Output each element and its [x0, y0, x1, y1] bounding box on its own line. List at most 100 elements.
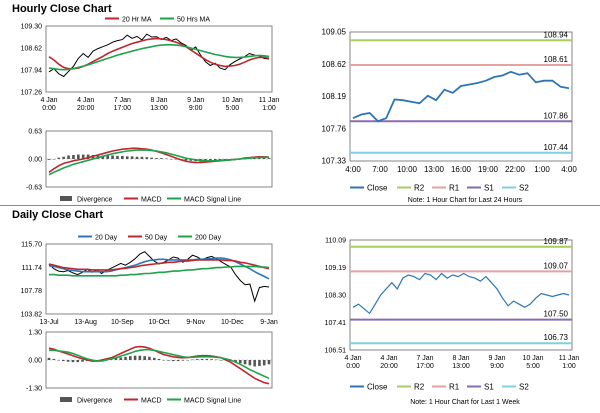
divergence-bar	[155, 158, 158, 159]
legend-label-s1: S1	[484, 383, 494, 392]
daily-levels-chart: 110.09 109.19 108.30 107.41 106.51 109.87 109.…	[325, 237, 580, 392]
y-tick-label: -0.63	[26, 185, 42, 192]
divergence-bar	[148, 356, 151, 360]
legend-label-r2: R2	[414, 383, 425, 392]
y-tick-label: 107.41	[325, 320, 347, 327]
legend-label-r1: R1	[449, 184, 460, 193]
x-tick-label: 4:00	[561, 165, 577, 174]
x-tick-label: 9 Jan 9:00	[488, 355, 505, 370]
divergence-bar	[215, 359, 218, 361]
divergence-bar	[162, 360, 166, 361]
divergence-bar	[167, 360, 170, 361]
divergence-bar	[106, 155, 109, 159]
x-tick-label: 11 Jan 1:00	[559, 355, 580, 370]
hourly-macd-chart: 0.63 0.00 -0.63 Divergence MACD MACD Signal L…	[26, 129, 273, 204]
x-tick-label: 10-Sep	[111, 319, 134, 326]
divergence-bar	[239, 360, 242, 364]
divergence-bar	[205, 358, 209, 360]
plot-frame	[349, 239, 573, 351]
legend-label-close: Close	[367, 184, 388, 193]
y-tick-label: 109.30	[21, 24, 43, 31]
level-s1-label: 107.86	[544, 111, 569, 120]
y-tick-label: 115.70	[21, 242, 42, 249]
series-close-line	[352, 70, 570, 123]
legend-label-s2: S2	[519, 184, 529, 193]
legend-label-macd-signal-line: MACD Signal Line	[184, 197, 241, 204]
x-tick-label: 16:00	[451, 165, 472, 174]
divergence-bar	[129, 356, 132, 360]
divergence-bar	[200, 358, 204, 360]
x-tick-label: 10 Jan 5:00	[222, 97, 243, 112]
divergence-bar	[145, 157, 149, 159]
divergence-bar	[76, 360, 79, 363]
hourly-levels-chart: 109.05 108.62 108.19 107.76 107.33 108.94 108.…	[322, 28, 578, 193]
divergence-bar	[95, 360, 99, 361]
y-tick-label: 108.62	[21, 46, 43, 53]
divergence-bar	[189, 159, 193, 161]
level-r1-label: 108.61	[544, 55, 569, 64]
legend-label-divergence: Divergence	[77, 197, 113, 204]
y-tick-label: 107.94	[21, 68, 43, 75]
hourly-price-chart: 109.30 108.62 107.94 107.264 Jan 0:00 4 Jan 20…	[21, 17, 280, 113]
legend-label-20-day: 20 Day	[95, 235, 118, 242]
divergence-bar	[133, 355, 137, 360]
legend-label-macd: MACD	[141, 197, 162, 204]
x-tick-label: 13-Jul	[39, 319, 59, 326]
x-tick-label: 13:00	[424, 165, 445, 174]
x-tick-label: 4 Jan 0:00	[344, 355, 361, 370]
divergence-bar	[172, 360, 175, 362]
divergence-bar	[66, 360, 70, 362]
section-divider	[0, 205, 600, 206]
divergence-bar	[81, 154, 85, 159]
hourly-levels-note: Note: 1 Hour Chart for Last 24 Hours	[407, 197, 523, 204]
plot-frame	[45, 243, 273, 315]
series-50-hrs-ma-line	[48, 43, 270, 71]
y-tick-label: 0.00	[28, 358, 42, 365]
y-tick-label: 109.05	[322, 28, 347, 37]
legend-label-macd: MACD	[141, 398, 162, 405]
divergence-bar	[169, 159, 173, 160]
x-tick-label: 7 Jan 17:00	[416, 355, 434, 370]
divergence-bar	[267, 360, 271, 365]
y-tick-label: 107.33	[322, 157, 347, 166]
divergence-bar	[191, 359, 194, 361]
divergence-bar	[262, 360, 266, 366]
divergence-bar	[86, 154, 90, 159]
divergence-bar	[176, 360, 180, 362]
divergence-bar	[47, 357, 51, 360]
series-200-day-line	[49, 265, 270, 277]
series-macd-signal-line-line	[49, 348, 270, 380]
x-tick-label: 8 Jan 13:00	[452, 355, 470, 370]
divergence-bar	[52, 358, 56, 360]
divergence-bar	[111, 155, 114, 159]
divergence-bar	[125, 156, 129, 159]
daily-levels-note: Note: 1 Hour Chart for Last 1 Week	[410, 399, 520, 406]
x-tick-label: 4 Jan 20:00	[380, 355, 398, 370]
x-tick-label: 10-Oct	[148, 319, 169, 326]
x-tick-label: 7:00	[372, 165, 388, 174]
legend-label-s1: S1	[484, 184, 494, 193]
x-tick-label: 9-Jan	[260, 319, 278, 326]
level-r2-label: 108.94	[544, 30, 569, 39]
divergence-bar	[143, 356, 146, 360]
divergence-bar	[62, 156, 65, 159]
divergence-bar	[140, 156, 144, 159]
legend-label-divergence: Divergence	[77, 398, 113, 405]
divergence-bar	[114, 357, 118, 360]
divergence-bar	[195, 359, 199, 360]
y-tick-label: 0.00	[28, 157, 42, 164]
series-20-hr-ma-line	[48, 37, 270, 70]
divergence-bar	[67, 155, 70, 159]
x-tick-label: 10:00	[397, 165, 418, 174]
series-close-line	[352, 272, 570, 315]
divergence-bar	[184, 159, 188, 161]
y-tick-label: 0.63	[28, 129, 42, 136]
legend-label-r1: R1	[449, 383, 460, 392]
legend-swatch	[60, 196, 72, 201]
plot-frame	[349, 31, 573, 162]
divergence-bar	[248, 360, 252, 366]
y-tick-label: 108.19	[322, 92, 347, 101]
divergence-bar	[116, 155, 119, 159]
legend-label-20-hr-ma: 20 Hr MA	[122, 17, 152, 24]
